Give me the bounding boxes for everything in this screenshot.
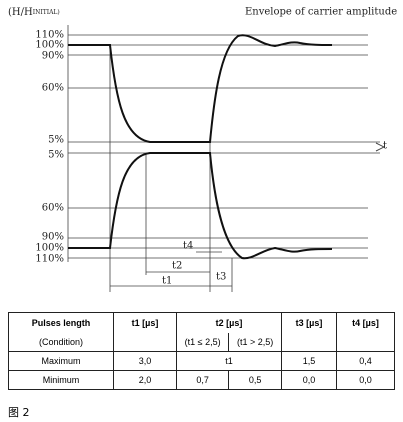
cell: 0,0 (336, 370, 395, 390)
cell: 0,5 (228, 370, 282, 390)
level-lines (67, 25, 380, 292)
cell: 0,7 (175, 370, 230, 390)
level-label: 5% (48, 150, 64, 161)
timing-table: Pulses length t1 [µs] t2 [µs] t3 [µs] t4… (8, 312, 395, 390)
level-label: 5% (48, 135, 64, 146)
header-cell: t2 [µs] (176, 312, 282, 333)
interval-arrows (110, 251, 232, 287)
label-sub: INITIAL) (33, 9, 60, 16)
header-cell: Pulses length (8, 312, 114, 333)
header-cell: t1 [µs] (113, 312, 177, 333)
interval-label: t3 (216, 272, 226, 283)
caption: 图 2 (8, 406, 30, 419)
interval-label: t4 (183, 241, 193, 252)
interval-label: t1 (162, 276, 172, 287)
cell (336, 333, 395, 352)
level-label: 100% (35, 243, 64, 254)
time-axis-label: t (383, 141, 387, 152)
header-cell: t3 [µs] (281, 312, 337, 333)
lower-levels: 5% 60% 90% 100% 110% (35, 150, 64, 265)
level-label: 110% (35, 30, 64, 41)
label-main: (H/H (8, 7, 33, 18)
level-label: 90% (42, 51, 64, 62)
title: Envelope of carrier amplitude (245, 7, 397, 18)
cell: (t1 > 2,5) (228, 333, 282, 352)
cell: Maximum (8, 351, 114, 371)
level-label: 60% (42, 83, 64, 94)
cell: (t1 ≤ 2,5) (175, 333, 230, 352)
level-label: 90% (42, 232, 64, 243)
level-label: 60% (42, 203, 64, 214)
y-axis-label: (H/HINITIAL) (8, 7, 60, 18)
cell: 1,5 (281, 351, 337, 371)
level-label: 110% (35, 254, 64, 265)
header-cell: t4 [µs] (336, 312, 395, 333)
cell: 3,0 (113, 351, 177, 371)
cell (113, 333, 177, 352)
upper-levels: 110% 100% 90% 60% 5% (35, 30, 64, 146)
cell: 0,4 (336, 351, 395, 371)
level-label: 100% (35, 40, 64, 51)
cell: 2,0 (113, 370, 177, 390)
envelope (68, 34, 333, 260)
cell (281, 333, 337, 352)
cell: t1 (176, 351, 282, 371)
cell: Minimum (8, 370, 114, 390)
interval-label: t2 (172, 261, 182, 272)
diagram: (H/HINITIAL) Envelope of carrier amplitu… (8, 7, 397, 292)
cell: (Condition) (8, 333, 114, 352)
time-arrow (375, 142, 386, 152)
cell: 0,0 (281, 370, 337, 390)
